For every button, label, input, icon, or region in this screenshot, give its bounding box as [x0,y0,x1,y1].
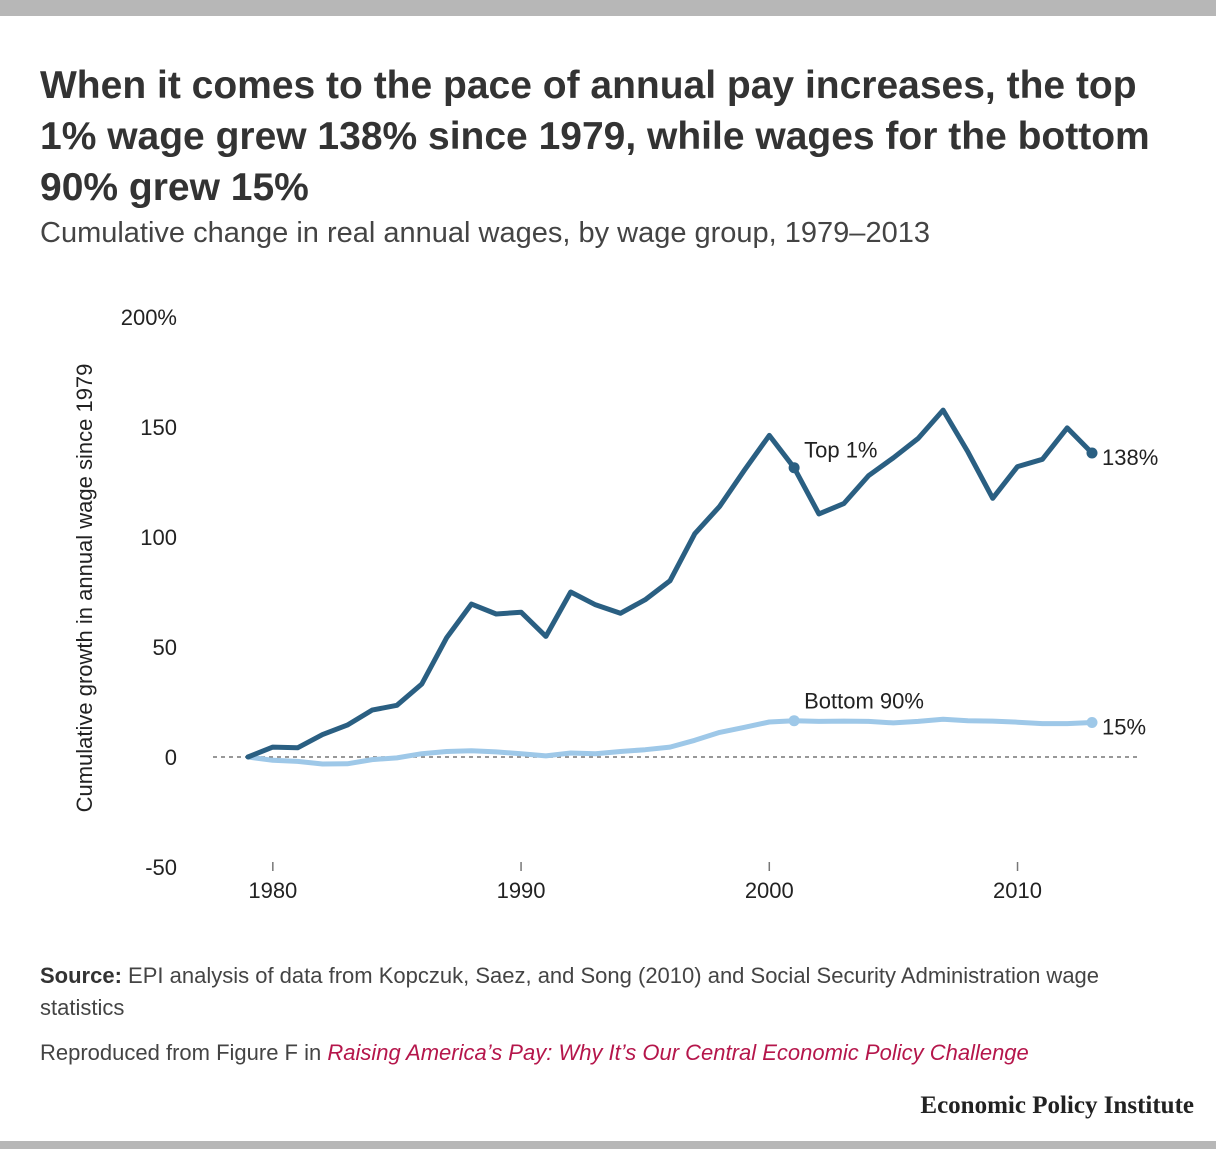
x-tick-label: 2000 [745,878,794,903]
report-link[interactable]: Raising America’s Pay: Why It’s Our Cent… [327,1040,1029,1065]
chart-subtitle: Cumulative change in real annual wages, … [40,217,930,249]
x-tick-label: 1980 [248,878,297,903]
x-tick-label: 1990 [497,878,546,903]
y-tick-label: 100 [140,525,177,550]
source-note: Source: EPI analysis of data from Kopczu… [40,960,1180,1024]
y-tick-label: 150 [140,415,177,440]
series-labels: Bottom 90% 15% Top 1% 138% [804,438,1158,740]
y-axis-ticks: 200% 150 100 50 0 -50 [121,305,177,880]
bottom-90-marker [788,715,800,727]
top-1-end-label: 138% [1102,445,1158,470]
x-axis: 1980 1990 2000 2010 [248,862,1042,903]
reproduced-note: Reproduced from Figure F in Raising Amer… [40,1037,1180,1069]
y-tick-label: -50 [145,855,177,880]
bottom-90-end-label: 15% [1102,714,1146,739]
bottom-frame-bar [0,1141,1216,1149]
reproduced-prefix: Reproduced from Figure F in [40,1040,322,1065]
bottom-90-end-marker [1086,716,1098,728]
top-frame-bar [0,0,1216,16]
x-tick-label: 2010 [993,878,1042,903]
series-lines [245,407,1098,767]
y-tick-label: 200% [121,305,177,330]
source-label: Source: [40,963,122,988]
series-line-bottom-90 [245,716,1095,767]
y-axis-label: Cumulative growth in annual wage since 1… [72,364,97,813]
line-chart: Cumulative growth in annual wage since 1… [72,305,1158,903]
series-line-top-1 [245,407,1095,760]
top-1-marker [788,462,800,474]
bottom-90-series-label: Bottom 90% [804,689,924,714]
top-1-series-label: Top 1% [804,438,877,463]
brand-logo: Economic Policy Institute [920,1092,1194,1119]
chart-title: When it comes to the pace of annual pay … [40,64,1150,209]
source-text: EPI analysis of data from Kopczuk, Saez,… [40,963,1100,1020]
top-1-end-marker [1086,447,1098,459]
y-tick-label: 0 [165,745,177,770]
y-tick-label: 50 [153,635,177,660]
